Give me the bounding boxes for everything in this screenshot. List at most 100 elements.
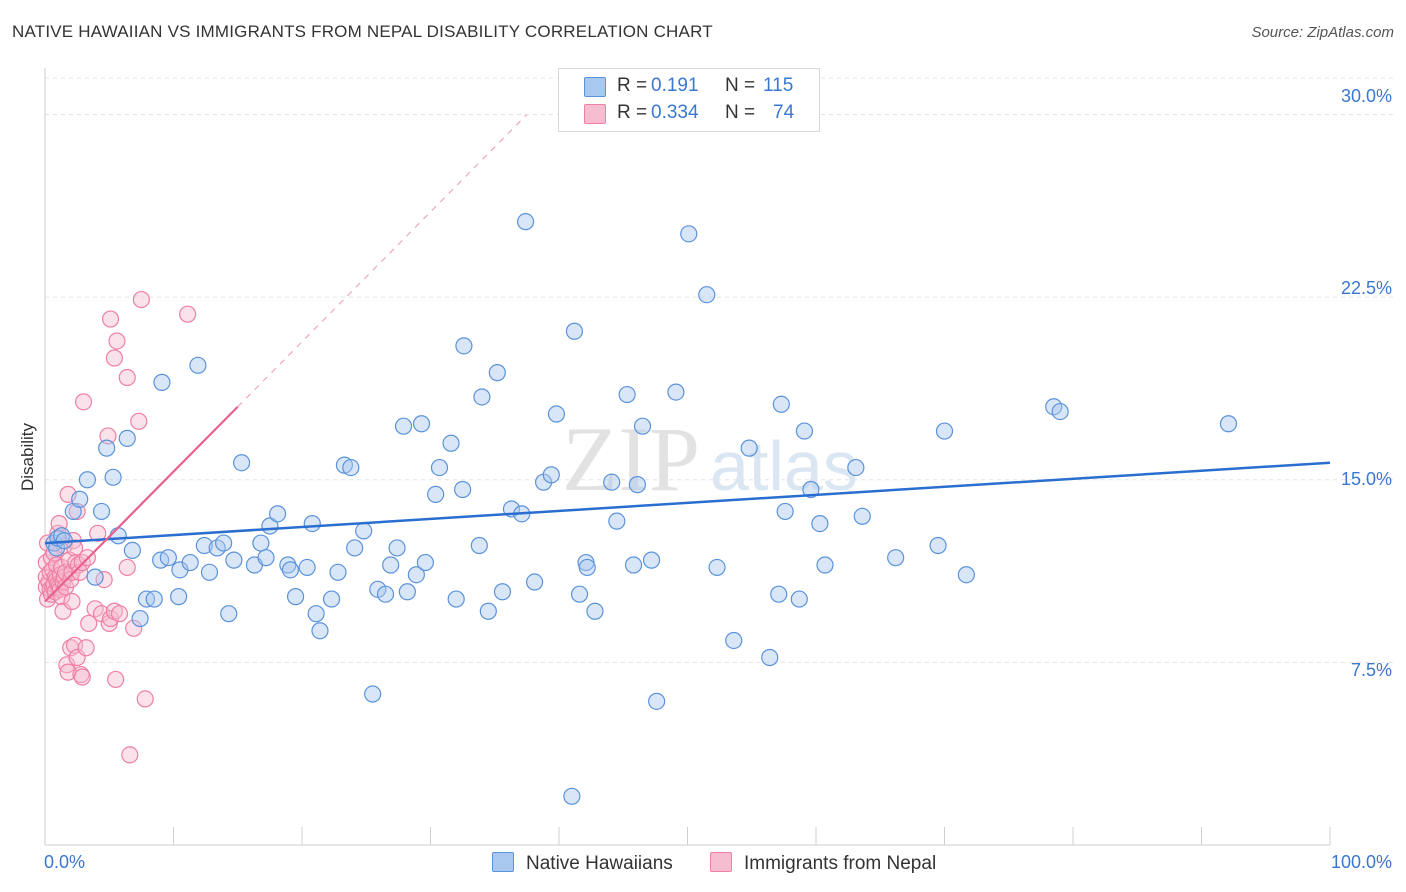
data-point-native-hawaiians: [412, 415, 431, 433]
data-point-native-hawaiians: [847, 458, 865, 477]
data-point-native-hawaiians: [286, 588, 305, 606]
data-point-immigrants-from-nepal: [125, 619, 143, 637]
y-tick-label-22-5: 22.5%: [1340, 278, 1392, 298]
legend-item-immigrants-from-nepal: Immigrants from Nepal: [710, 852, 936, 875]
n-label: N =: [725, 102, 756, 123]
pink-swatch: [710, 852, 732, 872]
data-point-immigrants-from-nepal: [53, 588, 71, 606]
data-point-immigrants-from-nepal: [121, 746, 139, 764]
data-point-native-hawaiians: [648, 692, 666, 710]
data-point-native-hawaiians: [547, 405, 566, 423]
y-tick-label-7-5: 7.5%: [1350, 660, 1392, 680]
data-point-native-hawaiians: [479, 602, 497, 620]
data-point-native-hawaiians: [772, 395, 790, 413]
r-value-immigrants-from-nepal: 0.334: [651, 102, 699, 123]
data-point-native-hawaiians: [329, 563, 347, 581]
data-point-native-hawaiians: [455, 337, 473, 355]
trend-lines: [44, 114, 1331, 603]
data-point-native-hawaiians: [268, 505, 287, 523]
data-point-native-hawaiians: [608, 512, 626, 530]
data-point-native-hawaiians: [725, 631, 743, 650]
trend-line-native-hawaiians: [44, 461, 1331, 545]
data-point-native-hawaiians: [78, 471, 97, 489]
data-point-native-hawaiians: [159, 549, 177, 567]
n-value-native-hawaiians: 115: [763, 75, 794, 96]
data-point-native-hawaiians: [811, 514, 829, 533]
data-point-native-hawaiians: [542, 466, 560, 484]
chart-title: NATIVE HAWAIIAN VS IMMIGRANTS FROM NEPAL…: [12, 22, 713, 41]
data-point-native-hawaiians: [382, 556, 400, 574]
data-point-immigrants-from-nepal: [63, 592, 81, 611]
data-point-native-hawaiians: [680, 225, 698, 243]
stats-legend: R = 0.191 N = 115 R = 0.334 N = 74: [558, 68, 820, 132]
data-point-native-hawaiians: [364, 685, 382, 703]
data-point-native-hawaiians: [252, 534, 270, 552]
data-point-native-hawaiians: [1051, 402, 1069, 421]
pink-swatch: [584, 104, 606, 124]
data-point-native-hawaiians: [618, 385, 636, 404]
data-point-native-hawaiians: [570, 585, 589, 603]
data-point-native-hawaiians: [816, 556, 834, 574]
data-point-immigrants-from-nepal: [110, 605, 129, 623]
data-point-native-hawaiians: [790, 590, 808, 608]
data-point-native-hawaiians: [98, 439, 116, 457]
data-point-native-hawaiians: [633, 417, 652, 435]
source-label: Source: ZipAtlas.com: [1251, 24, 1394, 41]
data-point-native-hawaiians: [473, 388, 491, 406]
data-point-native-hawaiians: [346, 539, 364, 557]
data-point-native-hawaiians: [342, 458, 360, 477]
data-point-immigrants-from-nepal: [77, 639, 95, 657]
data-point-native-hawaiians: [628, 476, 646, 494]
data-point-native-hawaiians: [454, 480, 472, 499]
data-point-native-hawaiians: [322, 590, 341, 608]
data-point-immigrants-from-nepal: [136, 690, 154, 708]
legend-label-immigrants-from-nepal: Immigrants from Nepal: [744, 853, 937, 874]
data-point-native-hawaiians: [586, 602, 604, 620]
axes: [44, 68, 1331, 846]
data-point-immigrants-from-nepal: [118, 368, 136, 387]
data-point-immigrants-from-nepal: [179, 305, 197, 323]
trend-line-extension-immigrants-from-nepal: [237, 114, 528, 408]
y-tick-label-30: 30.0%: [1340, 86, 1392, 106]
data-point-native-hawaiians: [470, 536, 488, 555]
data-point-native-hawaiians: [1219, 415, 1238, 433]
data-point-native-hawaiians: [935, 422, 954, 440]
data-point-native-hawaiians: [624, 556, 643, 574]
data-point-native-hawaiians: [929, 536, 947, 555]
data-point-native-hawaiians: [398, 583, 416, 601]
data-point-immigrants-from-nepal: [99, 427, 117, 445]
data-point-native-hawaiians: [298, 558, 316, 577]
data-point-native-hawaiians: [488, 364, 506, 382]
n-value-immigrants-from-nepal: 74: [773, 102, 795, 123]
data-point-native-hawaiians: [257, 549, 275, 567]
legend-label-native-hawaiians: Native Hawaiians: [526, 853, 673, 874]
data-point-immigrants-from-nepal: [73, 668, 91, 686]
data-point-native-hawaiians: [407, 566, 425, 584]
data-point-native-hawaiians: [104, 468, 122, 486]
data-point-immigrants-from-nepal: [108, 332, 126, 350]
r-label: R =: [617, 102, 648, 123]
data-point-native-hawaiians: [442, 434, 460, 452]
data-point-native-hawaiians: [376, 585, 395, 603]
data-point-immigrants-from-nepal: [105, 349, 123, 367]
data-point-native-hawaiians: [698, 286, 716, 304]
data-point-native-hawaiians: [303, 514, 321, 533]
data-point-immigrants-from-nepal: [80, 614, 98, 633]
data-point-native-hawaiians: [578, 558, 596, 577]
data-point-native-hawaiians: [170, 588, 188, 606]
data-point-immigrants-from-nepal: [89, 524, 107, 542]
legend-item-native-hawaiians: Native Hawaiians: [492, 852, 673, 875]
data-point-native-hawaiians: [427, 485, 445, 503]
data-point-native-hawaiians: [957, 566, 975, 584]
data-point-native-hawaiians: [776, 502, 794, 521]
data-point-immigrants-from-nepal: [107, 670, 125, 689]
data-point-native-hawaiians: [565, 322, 584, 340]
data-point-native-hawaiians: [215, 534, 233, 552]
r-value-native-hawaiians: 0.191: [651, 75, 699, 96]
data-point-native-hawaiians: [233, 454, 251, 472]
data-point-native-hawaiians: [493, 583, 512, 601]
data-point-native-hawaiians: [761, 648, 779, 667]
data-point-native-hawaiians: [92, 502, 111, 521]
data-point-native-hawaiians: [388, 539, 406, 557]
